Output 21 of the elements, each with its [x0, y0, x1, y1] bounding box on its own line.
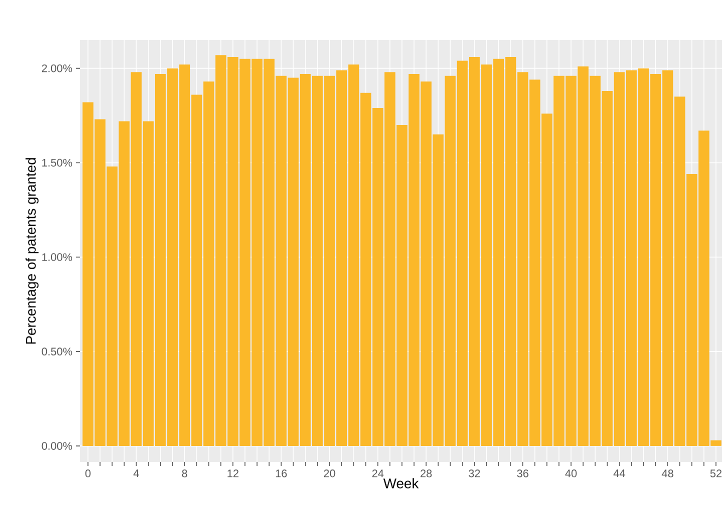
y-tick-label: 1.50% — [42, 158, 72, 167]
y-axis-title: Percentage of patents granted — [26, 158, 39, 344]
x-tick-label: 28 — [420, 470, 432, 478]
x-axis-title: Week — [383, 478, 419, 488]
x-tick-label: 0 — [85, 470, 91, 478]
x-tick-label: 40 — [565, 470, 577, 478]
y-tick-label: 0.00% — [42, 442, 72, 450]
y-tick-label: 1.00% — [42, 253, 72, 262]
y-tick-label: 2.00% — [42, 64, 72, 72]
x-tick-label: 48 — [662, 470, 674, 478]
y-tick-label: 0.50% — [42, 348, 72, 356]
x-tick-label: 44 — [614, 470, 626, 478]
x-tick-label: 4 — [133, 470, 139, 478]
x-tick-label: 32 — [468, 470, 480, 478]
x-tick-label: 8 — [182, 470, 188, 478]
x-tick-label: 12 — [228, 470, 238, 478]
x-tick-label: 36 — [517, 470, 528, 478]
x-tick-label: 16 — [276, 470, 287, 478]
x-tick-label: 24 — [372, 470, 384, 478]
x-tick-label: 52 — [710, 470, 722, 478]
x-tick-label: 20 — [324, 470, 336, 478]
